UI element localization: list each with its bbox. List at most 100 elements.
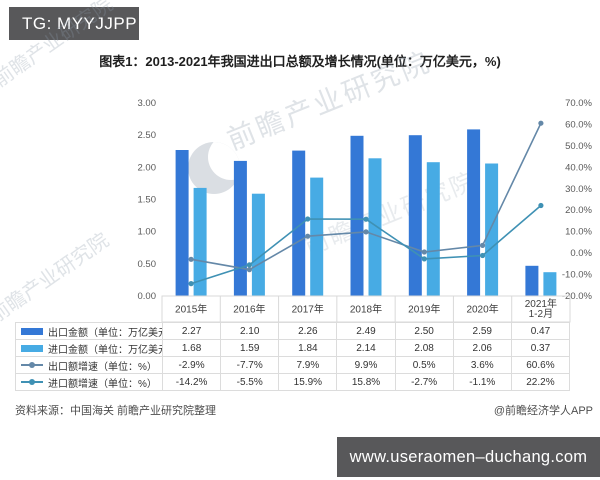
right-axis-tick: 60.0% <box>565 119 592 130</box>
value-cell: 2.26 <box>278 322 338 340</box>
left-axis-tick: 2.50 <box>138 130 157 141</box>
line-marker <box>188 281 194 287</box>
value-cell: 2.10 <box>220 322 280 340</box>
x-axis-label: 2019年 <box>408 303 440 316</box>
bar <box>251 193 265 296</box>
x-axis-label: 2020年 <box>466 303 498 316</box>
right-axis-tick: 30.0% <box>565 184 592 195</box>
value-cell: 2.08 <box>394 339 454 357</box>
bar-swatch-icon <box>21 344 43 352</box>
legend-label: 进口金额（单位：万亿美元） <box>48 344 162 356</box>
line-marker <box>188 256 194 262</box>
value-cell: 0.47 <box>510 322 571 340</box>
left-axis-tick: 0.00 <box>138 291 157 302</box>
value-cell: -7.7% <box>220 356 280 374</box>
value-cell: 2.14 <box>336 339 396 357</box>
line-marker <box>246 262 252 268</box>
line-marker <box>246 267 252 273</box>
credit-label: @前瞻经济学人APP <box>493 405 593 417</box>
data-table: 出口金额（单位：万亿美元）2.272.102.262.492.502.590.4… <box>15 322 571 391</box>
right-axis-tick: 0.0% <box>570 248 592 259</box>
value-cell: -14.2% <box>161 373 222 391</box>
right-axis-tick: -20.0% <box>562 291 593 302</box>
line-marker <box>538 202 544 209</box>
value-cell: -1.1% <box>452 373 512 391</box>
line-marker <box>538 120 544 126</box>
axis-ticks: 3.00 2.50 2.00 1.50 1.00 0.50 0.00 70.0% 60.0% 50… <box>138 98 593 302</box>
line-marker <box>305 216 311 222</box>
value-cell: 2.59 <box>452 322 512 340</box>
right-axis-tick: 40.0% <box>565 162 592 173</box>
right-axis-tick: 20.0% <box>565 205 592 216</box>
value-cell: 22.2% <box>510 373 571 391</box>
legend-cell: 出口额增速（单位：%） <box>15 356 163 374</box>
x-axis-label: 2015年 <box>175 303 207 316</box>
header-tag-label: TG: MYYJJPP <box>22 13 138 33</box>
bar <box>233 160 247 296</box>
value-cell: -5.5% <box>220 373 280 391</box>
left-axis-tick: 1.00 <box>138 227 157 238</box>
bar-swatch-icon <box>21 327 43 335</box>
value-cell: 7.9% <box>278 356 338 374</box>
chart-title: 图表1：2013-2021年我国进出口总额及增长情况(单位：万亿美元，%) <box>99 54 501 69</box>
value-cell: 9.9% <box>336 356 396 374</box>
value-cell: 2.27 <box>161 322 222 340</box>
footer-watermark-url: www.useraomen–duchang.com <box>349 447 588 466</box>
line-marker <box>421 249 427 255</box>
bar <box>193 187 207 296</box>
value-cell: 15.9% <box>278 373 338 391</box>
value-cell: -2.7% <box>394 373 454 391</box>
left-axis-tick: 2.00 <box>138 162 157 173</box>
x-axis-label: 2017年 <box>292 303 324 316</box>
value-cell: 2.50 <box>394 322 454 340</box>
x-axis-label: 2021年 1-2月 <box>525 297 557 320</box>
right-axis-tick: 70.0% <box>565 98 592 109</box>
bar <box>543 272 557 296</box>
left-axis-tick: 0.50 <box>138 259 157 270</box>
x-axis-label: 2018年 <box>350 303 382 316</box>
value-cell: 2.49 <box>336 322 396 340</box>
value-cell: 0.37 <box>510 339 571 357</box>
right-axis-tick: 10.0% <box>565 227 592 238</box>
source-note: 资料来源：中国海关 前瞻产业研究院整理 <box>15 405 217 417</box>
line-marker <box>421 256 427 262</box>
footer-watermark-bar: www.useraomen–duchang.com <box>337 437 600 477</box>
bar <box>525 265 539 296</box>
line-marker <box>305 233 311 239</box>
bar <box>292 150 306 296</box>
value-cell: 2.06 <box>452 339 512 357</box>
lines-layer <box>188 120 544 287</box>
bar <box>175 150 189 296</box>
value-cell: 60.6% <box>510 356 571 374</box>
value-cell: 1.59 <box>220 339 280 357</box>
line-swatch-icon <box>21 362 43 368</box>
right-axis-tick: 50.0% <box>565 141 592 152</box>
data-table-body: 出口金额（单位：万亿美元）2.272.102.262.492.502.590.4… <box>15 322 571 391</box>
legend-cell: 进口额增速（单位：%） <box>15 373 163 391</box>
value-cell: 1.84 <box>278 339 338 357</box>
bar <box>350 135 364 296</box>
x-axis: 2015年 2016年 2017年 2018年 2019年 2020年 2021年 1-2月 <box>161 295 571 323</box>
legend-label: 出口额增速（单位：%） <box>48 361 157 373</box>
table-row: 出口额增速（单位：%） -2.9% -7.7% 7.9% 9.9% 0.5% 3.6% 60.… <box>15 356 571 374</box>
table-row: 进口额增速（单位：%） -14.2% -5.5% 15.9% 15.8% -2.7% -1.… <box>15 373 571 391</box>
left-axis-tick: 1.50 <box>138 195 157 206</box>
bar <box>310 177 324 296</box>
value-cell: -2.9% <box>161 356 222 374</box>
left-axis-tick: 3.00 <box>138 98 157 109</box>
line-swatch-icon <box>21 379 43 385</box>
bar <box>408 135 422 296</box>
line-marker <box>480 252 486 259</box>
bar <box>467 129 481 296</box>
bar <box>426 162 440 296</box>
line-marker <box>363 216 369 222</box>
line-marker <box>363 229 369 235</box>
value-cell: 15.8% <box>336 373 396 391</box>
legend-label: 进口额增速（单位：%） <box>48 378 157 390</box>
legend-cell: 进口金额（单位：万亿美元） <box>15 339 163 357</box>
legend-label: 出口金额（单位：万亿美元） <box>48 327 162 339</box>
x-axis-label: 2016年 <box>233 303 265 316</box>
legend-cell: 出口金额（单位：万亿美元） <box>15 322 163 340</box>
